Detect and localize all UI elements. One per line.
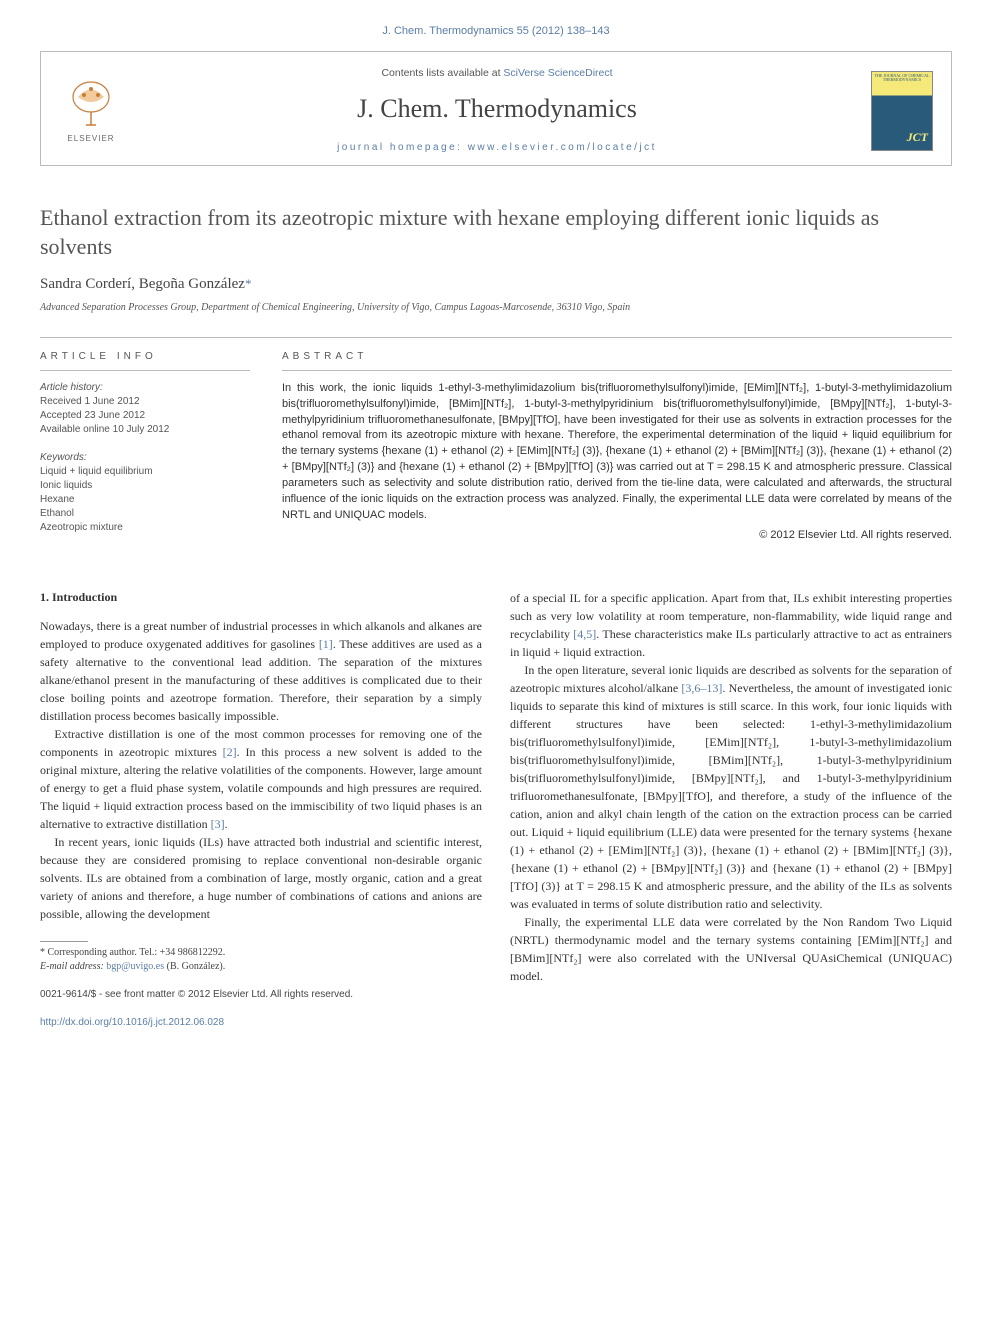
- corresponding-footnote: * Corresponding author. Tel.: +34 986812…: [40, 946, 482, 960]
- corresponding-asterisk: *: [245, 276, 252, 291]
- history-accepted: Accepted 23 June 2012: [40, 409, 250, 423]
- article-info-header: ARTICLE INFO: [40, 338, 250, 371]
- info-abstract-row: ARTICLE INFO Article history: Received 1…: [40, 337, 952, 549]
- publisher-logo: ELSEVIER: [59, 75, 123, 147]
- authors-names: Sandra Corderí, Begoña González: [40, 276, 245, 292]
- email-link[interactable]: bgp@uvigo.es: [106, 961, 164, 972]
- history-available: Available online 10 July 2012: [40, 423, 250, 437]
- contents-prefix: Contents lists available at: [381, 67, 503, 79]
- elsevier-tree-icon: [66, 77, 116, 131]
- reference-link[interactable]: [4,5]: [573, 627, 596, 641]
- cover-small-title: THE JOURNAL OF CHEMICAL THERMODYNAMICS: [872, 74, 932, 83]
- body-two-columns: 1. Introduction Nowadays, there is a gre…: [40, 589, 952, 1031]
- history-received: Received 1 June 2012: [40, 395, 250, 409]
- abstract-column: ABSTRACT In this work, the ionic liquids…: [282, 338, 952, 549]
- keyword-item: Hexane: [40, 493, 250, 507]
- reference-link[interactable]: [3]: [211, 817, 225, 831]
- introduction-heading: 1. Introduction: [40, 589, 482, 606]
- abstract-text: In this work, the ionic liquids 1-ethyl-…: [282, 381, 952, 524]
- article-title: Ethanol extraction from its azeotropic m…: [40, 204, 952, 261]
- doi-link[interactable]: http://dx.doi.org/10.1016/j.jct.2012.06.…: [40, 1016, 482, 1030]
- keywords-label: Keywords:: [40, 451, 250, 465]
- email-label: E-mail address:: [40, 961, 106, 972]
- homepage-url[interactable]: www.elsevier.com/locate/jct: [468, 142, 657, 153]
- homepage-prefix: journal homepage:: [337, 142, 468, 153]
- intro-para-1: Nowadays, there is a great number of ind…: [40, 617, 482, 725]
- reference-link[interactable]: [1]: [319, 637, 333, 651]
- intro-para-2: Extractive distillation is one of the mo…: [40, 725, 482, 833]
- body-right-column: of a special IL for a specific applicati…: [510, 589, 952, 1031]
- journal-header-center: Contents lists available at SciVerse Sci…: [123, 66, 871, 155]
- keyword-item: Azeotropic mixture: [40, 521, 250, 535]
- body-left-column: 1. Introduction Nowadays, there is a gre…: [40, 589, 482, 1031]
- reference-link[interactable]: [2]: [223, 745, 237, 759]
- reference-link[interactable]: [3,6–13]: [681, 681, 722, 695]
- publisher-name: ELSEVIER: [67, 133, 114, 144]
- journal-name: J. Chem. Thermodynamics: [123, 91, 871, 127]
- contents-lists-line: Contents lists available at SciVerse Sci…: [123, 66, 871, 81]
- authors-line: Sandra Corderí, Begoña González*: [40, 274, 952, 295]
- abstract-copyright: © 2012 Elsevier Ltd. All rights reserved…: [282, 528, 952, 543]
- front-matter-line: 0021-9614/$ - see front matter © 2012 El…: [40, 988, 482, 1002]
- intro-para-3: In recent years, ionic liquids (ILs) hav…: [40, 833, 482, 923]
- journal-header: ELSEVIER Contents lists available at Sci…: [40, 51, 952, 166]
- history-label: Article history:: [40, 381, 250, 395]
- keyword-item: Ionic liquids: [40, 479, 250, 493]
- abstract-header: ABSTRACT: [282, 338, 952, 371]
- keywords-block: Keywords: Liquid + liquid equilibrium Io…: [40, 451, 250, 535]
- article-info-column: ARTICLE INFO Article history: Received 1…: [40, 338, 250, 549]
- journal-cover-thumbnail: THE JOURNAL OF CHEMICAL THERMODYNAMICS J…: [871, 71, 933, 151]
- journal-homepage: journal homepage: www.elsevier.com/locat…: [123, 141, 871, 155]
- footnote-separator: [40, 941, 88, 942]
- article-history-block: Article history: Received 1 June 2012 Ac…: [40, 381, 250, 437]
- cover-jct-label: JCT: [907, 129, 928, 146]
- email-suffix: (B. González).: [164, 961, 225, 972]
- email-footnote: E-mail address: bgp@uvigo.es (B. Gonzále…: [40, 960, 482, 974]
- affiliation: Advanced Separation Processes Group, Dep…: [40, 301, 952, 315]
- para-text: . Nevertheless, the amount of investigat…: [510, 681, 952, 911]
- top-citation: J. Chem. Thermodynamics 55 (2012) 138–14…: [40, 24, 952, 39]
- keyword-item: Ethanol: [40, 507, 250, 521]
- intro-para-5: In the open literature, several ionic li…: [510, 661, 952, 913]
- para-text: .: [225, 817, 228, 831]
- keyword-item: Liquid + liquid equilibrium: [40, 465, 250, 479]
- intro-para-4: of a special IL for a specific applicati…: [510, 589, 952, 661]
- sciencedirect-link[interactable]: SciVerse ScienceDirect: [503, 67, 612, 79]
- intro-para-6: Finally, the experimental LLE data were …: [510, 913, 952, 985]
